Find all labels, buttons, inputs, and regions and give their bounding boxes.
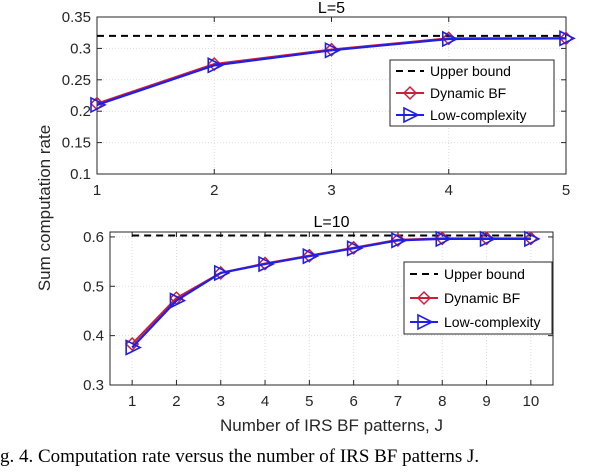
data-point-marker xyxy=(559,30,576,47)
x-tick-label: 10 xyxy=(523,393,540,410)
y-tick-label: 0.25 xyxy=(62,72,91,89)
data-point-marker xyxy=(441,30,459,48)
legend-label: Upper bound xyxy=(430,63,511,79)
y-tick-label: 0.5 xyxy=(83,278,104,295)
legend-label: Low-complexity xyxy=(444,314,540,330)
x-tick-label: 8 xyxy=(438,393,446,410)
data-point-marker xyxy=(207,57,225,74)
data-point-marker xyxy=(435,230,453,248)
x-tick-label: 5 xyxy=(562,182,570,199)
data-point-marker xyxy=(213,264,231,282)
x-tick-label: 2 xyxy=(172,393,180,410)
data-point-marker xyxy=(346,239,364,257)
y-tick-label: 0.6 xyxy=(83,229,104,246)
panel-l5: 1 2 3 4 5 0.1 0.15 0.2 0.25 0.3 0.35 L=5 Upper bound… xyxy=(62,0,576,199)
legend-label: Low-complexity xyxy=(430,107,526,123)
data-point-marker xyxy=(391,232,408,249)
data-point-marker xyxy=(524,230,541,248)
x-tick-label: 3 xyxy=(217,393,225,410)
legend-label: Dynamic BF xyxy=(430,85,506,101)
legend-swatch-marker xyxy=(402,85,418,101)
x-tick-label: 1 xyxy=(128,393,136,410)
shared-ylabel: Sum computation rate xyxy=(35,125,54,291)
axes-box xyxy=(109,231,554,386)
y-tick-label: 0.2 xyxy=(70,103,91,120)
x-tick-label: 4 xyxy=(261,393,269,410)
panel-title: L=5 xyxy=(318,0,345,17)
y-tick-label: 0.3 xyxy=(70,40,91,57)
data-point-marker xyxy=(258,255,275,273)
legend-swatch-marker xyxy=(417,313,434,331)
y-tick-label: 0.15 xyxy=(62,135,91,152)
series-line-low-complexity xyxy=(131,237,531,349)
panel-l10: 1 2 3 4 5 6 7 8 9 10 0.3 0.4 0.5 0.6 L=10 Number of IRS… xyxy=(83,214,554,435)
y-tick-label: 0.35 xyxy=(62,9,91,26)
figure-caption: g. 4. Computation rate versus the number… xyxy=(0,446,480,467)
y-tick-label: 0.1 xyxy=(70,166,91,183)
y-tick-label: 0.4 xyxy=(83,328,104,345)
x-tick-label: 2 xyxy=(210,182,218,199)
x-tick-label: 6 xyxy=(349,393,357,410)
legend-label: Dynamic BF xyxy=(444,290,520,306)
legend-swatch-marker xyxy=(416,290,432,306)
data-point-marker xyxy=(169,292,187,309)
data-point-marker xyxy=(125,339,142,356)
legend-label: Upper bound xyxy=(444,266,525,282)
x-tick-label: 1 xyxy=(93,182,101,199)
data-point-marker xyxy=(90,96,107,114)
x-tick-label: 4 xyxy=(445,182,453,199)
series-line-low-complexity xyxy=(96,37,567,106)
x-tick-label: 5 xyxy=(305,393,313,410)
x-tick-label: 9 xyxy=(482,393,490,410)
data-point-marker xyxy=(302,247,320,265)
x-tick-label: 7 xyxy=(394,393,402,410)
legend-swatch-marker xyxy=(403,106,420,124)
y-tick-label: 0.3 xyxy=(83,377,104,394)
x-axis-label: Number of IRS BF patterns, J xyxy=(220,416,443,435)
panel-title: L=10 xyxy=(313,214,349,231)
x-tick-label: 3 xyxy=(327,182,335,199)
figure: Sum computation rate 1 2 3 4 5 0.1 0.15 0.2 0.25… xyxy=(35,0,576,435)
data-point-marker xyxy=(324,41,342,59)
data-point-marker xyxy=(479,230,497,248)
